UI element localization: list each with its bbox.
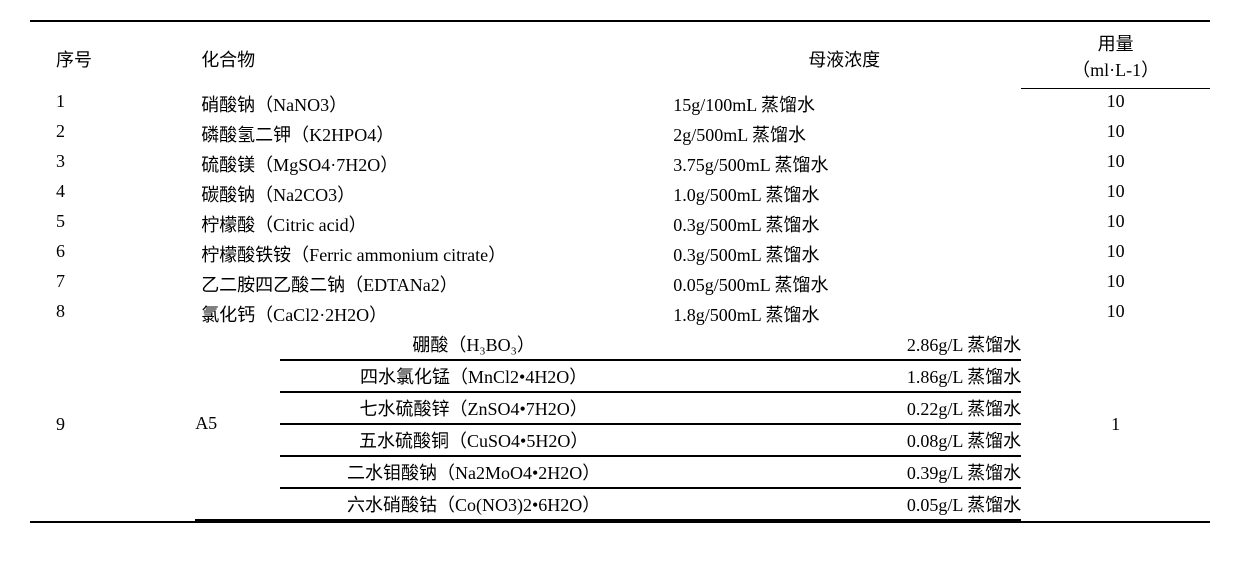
cell-conc: 0.05g/500mL 蒸馏水 xyxy=(667,269,1021,299)
cell-dose: 10 xyxy=(1021,239,1210,269)
cell-seq: 7 xyxy=(30,269,195,299)
cell-compound: 柠檬酸（Citric acid） xyxy=(195,209,667,239)
cell-compound: 硝酸钠（NaNO3） xyxy=(195,89,667,119)
header-seq: 序号 xyxy=(30,21,195,89)
cell-seq: 1 xyxy=(30,89,195,119)
header-conc: 母液浓度 xyxy=(667,21,1021,89)
table-row: 3 硫酸镁（MgSO4·7H2O） 3.75g/500mL 蒸馏水 10 xyxy=(30,149,1210,179)
sub-conc-table: 2.86g/L 蒸馏水 1.86g/L 蒸馏水 0.22g/L 蒸馏水 0.08… xyxy=(667,329,1021,521)
sub-conc: 0.22g/L 蒸馏水 xyxy=(667,392,1021,424)
header-dose-l2: （ml·L-1） xyxy=(1021,56,1210,89)
table-row: 7 乙二胺四乙酸二钠（EDTANa2） 0.05g/500mL 蒸馏水 10 xyxy=(30,269,1210,299)
cell-seq: 9 xyxy=(30,329,195,522)
cell-compound: 氯化钙（CaCl2·2H2O） xyxy=(195,299,667,329)
cell-dose: 10 xyxy=(1021,179,1210,209)
sub-compound: 五水硫酸铜（CuSO4•5H2O） xyxy=(280,424,667,456)
sub-conc: 0.05g/L 蒸馏水 xyxy=(667,488,1021,520)
sub-compound: 二水钼酸钠（Na2MoO4•2H2O） xyxy=(280,456,667,488)
cell-conc: 15g/100mL 蒸馏水 xyxy=(667,89,1021,119)
cell-conc: 3.75g/500mL 蒸馏水 xyxy=(667,149,1021,179)
sub-compound: 硼酸（H₃BO₃） xyxy=(280,329,667,360)
cell-conc: 2g/500mL 蒸馏水 xyxy=(667,119,1021,149)
sub-compound: 七水硫酸锌（ZnSO4•7H2O） xyxy=(280,392,667,424)
table-row: 5 柠檬酸（Citric acid） 0.3g/500mL 蒸馏水 10 xyxy=(30,209,1210,239)
cell-compound: 硫酸镁（MgSO4·7H2O） xyxy=(195,149,667,179)
cell-seq: 2 xyxy=(30,119,195,149)
cell-conc: 0.3g/500mL 蒸馏水 xyxy=(667,209,1021,239)
cell-compound: 柠檬酸铁铵（Ferric ammonium citrate） xyxy=(195,239,667,269)
cell-conc: 1.0g/500mL 蒸馏水 xyxy=(667,179,1021,209)
sub-conc: 2.86g/L 蒸馏水 xyxy=(667,329,1021,360)
cell-dose: 10 xyxy=(1021,299,1210,329)
cell-dose: 10 xyxy=(1021,119,1210,149)
cell-seq: 4 xyxy=(30,179,195,209)
group-label: A5 xyxy=(195,329,280,520)
table-row: 8 氯化钙（CaCl2·2H2O） 1.8g/500mL 蒸馏水 10 xyxy=(30,299,1210,329)
table-row: 6 柠檬酸铁铵（Ferric ammonium citrate） 0.3g/50… xyxy=(30,239,1210,269)
sub-compound-table: A5 硼酸（H₃BO₃） 四水氯化锰（MnCl2•4H2O） 七水硫酸锌（ZnS… xyxy=(195,329,667,521)
cell-dose: 10 xyxy=(1021,269,1210,299)
cell-compound: 乙二胺四乙酸二钠（EDTANa2） xyxy=(195,269,667,299)
header-dose-l1: 用量 xyxy=(1021,21,1210,56)
cell-seq: 8 xyxy=(30,299,195,329)
cell-conc: 0.3g/500mL 蒸馏水 xyxy=(667,239,1021,269)
header-compound: 化合物 xyxy=(195,21,667,89)
sub-conc: 0.08g/L 蒸馏水 xyxy=(667,424,1021,456)
sub-conc: 0.39g/L 蒸馏水 xyxy=(667,456,1021,488)
table-row: 4 碳酸钠（Na2CO3） 1.0g/500mL 蒸馏水 10 xyxy=(30,179,1210,209)
cell-dose: 10 xyxy=(1021,149,1210,179)
table-row-group: 9 A5 硼酸（H₃BO₃） 四水氯化锰（MnCl2•4H2O） 七水硫酸锌（Z… xyxy=(30,329,1210,522)
sub-conc: 1.86g/L 蒸馏水 xyxy=(667,360,1021,392)
cell-compound: 碳酸钠（Na2CO3） xyxy=(195,179,667,209)
cell-dose: 10 xyxy=(1021,209,1210,239)
cell-compound: 磷酸氢二钾（K2HPO4） xyxy=(195,119,667,149)
table-body: 1 硝酸钠（NaNO3） 15g/100mL 蒸馏水 10 2 磷酸氢二钾（K2… xyxy=(30,89,1210,522)
sub-compound: 四水氯化锰（MnCl2•4H2O） xyxy=(280,360,667,392)
cell-seq: 5 xyxy=(30,209,195,239)
cell-dose: 10 xyxy=(1021,89,1210,119)
cell-seq: 6 xyxy=(30,239,195,269)
media-recipe-table: 序号 化合物 母液浓度 用量 （ml·L-1） 1 硝酸钠（NaNO3） 15g… xyxy=(30,20,1210,523)
cell-dose: 1 xyxy=(1021,329,1210,522)
sub-compound: 六水硝酸钴（Co(NO3)2•6H2O） xyxy=(280,488,667,520)
cell-seq: 3 xyxy=(30,149,195,179)
cell-conc: 1.8g/500mL 蒸馏水 xyxy=(667,299,1021,329)
table-row: 2 磷酸氢二钾（K2HPO4） 2g/500mL 蒸馏水 10 xyxy=(30,119,1210,149)
table-row: 1 硝酸钠（NaNO3） 15g/100mL 蒸馏水 10 xyxy=(30,89,1210,119)
